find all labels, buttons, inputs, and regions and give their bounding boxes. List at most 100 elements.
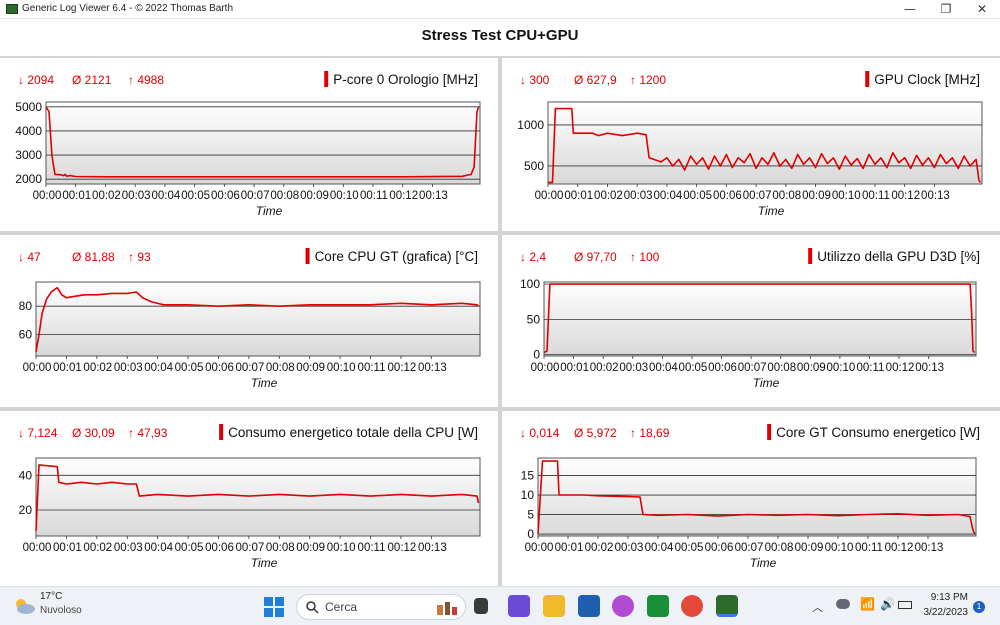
chrome-icon[interactable] bbox=[681, 595, 703, 617]
x-tick-label: 00:02 bbox=[585, 542, 614, 554]
weather-temp[interactable]: 17°C bbox=[40, 591, 63, 602]
y-tick-label: 15 bbox=[521, 469, 535, 483]
series-line bbox=[45, 106, 480, 178]
stat-avg: Ø 627,9 bbox=[574, 73, 617, 87]
y-tick-label: 1000 bbox=[517, 118, 544, 132]
x-tick-label: 00:02 bbox=[83, 542, 112, 554]
x-tick-label: 00:09 bbox=[296, 362, 325, 374]
windows-start-icon[interactable] bbox=[264, 597, 284, 617]
y-tick-label: 5000 bbox=[15, 100, 42, 114]
x-tick-label: 00:12 bbox=[388, 362, 417, 374]
x-tick-label: 00:13 bbox=[418, 362, 447, 374]
x-tick-label: 00:07 bbox=[735, 542, 764, 554]
stat-max: ↑ 47,93 bbox=[128, 426, 168, 440]
taskbar-search[interactable]: Cerca bbox=[296, 594, 466, 620]
search-highlight-icon bbox=[437, 602, 457, 615]
minimize-button[interactable]: — bbox=[904, 2, 916, 16]
plot-area bbox=[35, 457, 481, 537]
maximize-button[interactable]: ❐ bbox=[940, 2, 952, 16]
window-titlebar: Generic Log Viewer 6.4 - © 2022 Thomas B… bbox=[0, 0, 1000, 19]
x-tick-label: 00:09 bbox=[795, 542, 824, 554]
weather-desc[interactable]: Nuvoloso bbox=[40, 605, 82, 616]
chat-icon[interactable] bbox=[508, 595, 530, 617]
y-tick-label: 80 bbox=[19, 299, 33, 313]
chart-svg: ↓ 300 Ø 627,9 ↑ 1200 GPU Clock [MHz] 500 1000… bbox=[517, 71, 983, 218]
x-tick-label: 00:04 bbox=[654, 190, 683, 202]
x-tick-label: 00:10 bbox=[826, 362, 855, 374]
speaker-icon[interactable]: 🔊 bbox=[880, 597, 895, 611]
x-tick-label: 00:13 bbox=[419, 190, 448, 202]
xbox-icon[interactable] bbox=[647, 595, 669, 617]
y-tick-label: 5 bbox=[527, 508, 534, 522]
y-tick-label: 10 bbox=[521, 488, 535, 502]
y-tick-label: 0 bbox=[527, 527, 534, 541]
stat-min: ↓ 47 bbox=[18, 250, 41, 264]
chevron-up-icon[interactable]: ︿ bbox=[812, 602, 823, 614]
weather-cloud-icon[interactable] bbox=[12, 596, 36, 616]
stat-min: ↓ 0,014 bbox=[520, 426, 560, 440]
x-axis-label: Time bbox=[251, 376, 278, 390]
x-tick-label: 00:04 bbox=[645, 542, 674, 554]
wifi-icon[interactable]: 📶 bbox=[860, 597, 875, 611]
x-tick-label: 00:03 bbox=[624, 190, 653, 202]
x-tick-label: 00:09 bbox=[300, 190, 329, 202]
stat-min: ↓ 2,4 bbox=[520, 250, 546, 264]
x-tick-label: 00:10 bbox=[832, 190, 861, 202]
x-tick-label: 00:00 bbox=[531, 362, 560, 374]
x-tick-label: 00:03 bbox=[114, 542, 143, 554]
chart-svg: ↓ 7,124 Ø 30,09 ↑ 47,93 Consumo energetico … bbox=[18, 424, 481, 570]
chart-panel-pcore-clock: ↓ 2094 Ø 2121 ↑ 4988 P-core 0 Orologio [MHz… bbox=[0, 58, 498, 231]
task-view-icon[interactable] bbox=[474, 598, 488, 614]
battery-icon[interactable] bbox=[898, 601, 912, 609]
x-tick-label: 00:12 bbox=[891, 190, 920, 202]
clock-time[interactable]: 9:13 PM bbox=[930, 592, 968, 603]
x-tick-label: 00:03 bbox=[619, 362, 648, 374]
x-tick-label: 00:07 bbox=[235, 362, 264, 374]
plot-area bbox=[35, 281, 481, 357]
stat-min: ↓ 7,124 bbox=[18, 426, 58, 440]
x-tick-label: 00:11 bbox=[358, 362, 386, 374]
x-tick-label: 00:08 bbox=[270, 190, 299, 202]
x-tick-label: 00:10 bbox=[327, 542, 356, 554]
x-axis-label: Time bbox=[750, 556, 777, 570]
page-title: Stress Test CPU+GPU bbox=[421, 27, 579, 44]
stat-avg: Ø 81,88 bbox=[72, 250, 115, 264]
x-tick-label: 00:08 bbox=[767, 362, 796, 374]
store-icon[interactable] bbox=[578, 595, 600, 617]
file-explorer-icon[interactable] bbox=[543, 595, 565, 617]
notification-badge[interactable]: 1 bbox=[973, 601, 985, 613]
chart-panel-gt-temp: ↓ 47 Ø 81,88 ↑ 93 Core CPU GT (grafica) [°C… bbox=[0, 235, 498, 407]
stat-min: ↓ 2094 bbox=[18, 73, 54, 87]
y-tick-label: 60 bbox=[19, 328, 33, 342]
stat-max: ↑ 18,69 bbox=[630, 426, 670, 440]
x-tick-label: 00:07 bbox=[738, 362, 767, 374]
x-axis-label: Time bbox=[251, 556, 278, 570]
cloud-sync-icon[interactable] bbox=[836, 599, 850, 609]
log-viewer-taskbar-icon[interactable] bbox=[716, 595, 738, 617]
stat-max: ↑ 1200 bbox=[630, 73, 666, 87]
x-tick-label: 00:04 bbox=[144, 542, 173, 554]
close-button[interactable]: ✕ bbox=[976, 2, 988, 16]
chart-panel-gpu-clock: ↓ 300 Ø 627,9 ↑ 1200 GPU Clock [MHz] 500 1000… bbox=[502, 58, 1000, 231]
x-tick-label: 00:08 bbox=[266, 542, 295, 554]
y-tick-label: 3000 bbox=[15, 148, 42, 162]
x-tick-label: 00:13 bbox=[915, 362, 944, 374]
search-icon bbox=[306, 601, 319, 614]
app-icon bbox=[6, 4, 18, 14]
app-icon-purple[interactable] bbox=[612, 595, 634, 617]
x-axis-label: Time bbox=[256, 204, 283, 218]
x-tick-label: 00:06 bbox=[205, 362, 234, 374]
chart-panel-gpu-usage: ↓ 2,4 Ø 97,70 ↑ 100 Utilizzo della GPU D3D … bbox=[502, 235, 1000, 407]
chart-svg: ↓ 0,014 Ø 5,972 ↑ 18,69 Core GT Consumo ene… bbox=[520, 424, 980, 570]
stat-avg: Ø 97,70 bbox=[574, 250, 617, 264]
chart-title: GPU Clock [MHz] bbox=[874, 72, 980, 87]
y-tick-label: 2000 bbox=[15, 172, 42, 186]
x-tick-label: 00:10 bbox=[825, 542, 854, 554]
x-tick-label: 00:00 bbox=[525, 542, 554, 554]
x-tick-label: 00:08 bbox=[266, 362, 295, 374]
x-tick-label: 00:01 bbox=[555, 542, 584, 554]
plot-area bbox=[537, 457, 977, 537]
x-tick-label: 00:05 bbox=[683, 190, 712, 202]
clock-date[interactable]: 3/22/2023 bbox=[923, 607, 969, 618]
x-tick-label: 00:08 bbox=[765, 542, 794, 554]
